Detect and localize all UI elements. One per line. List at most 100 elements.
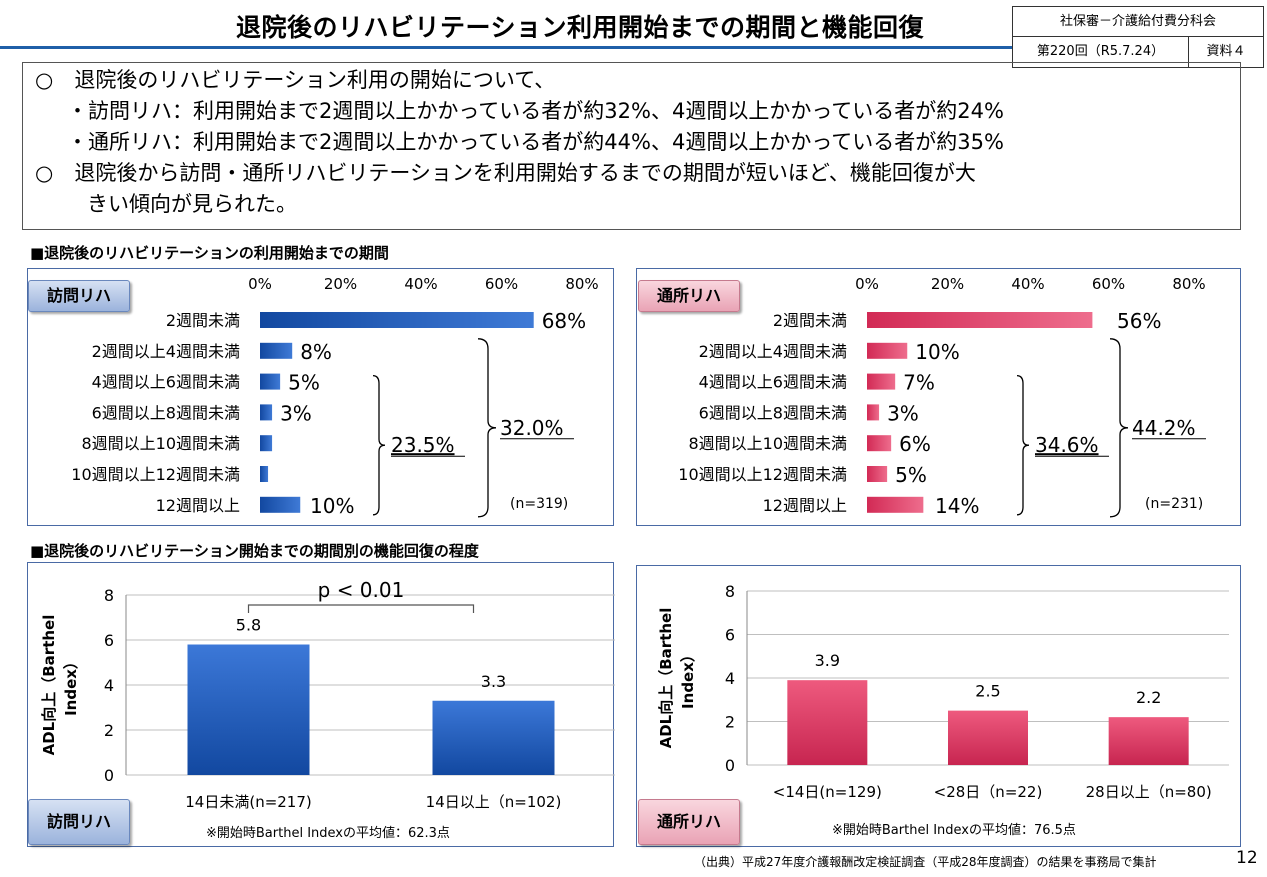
tag-home-visit: 訪問リハ xyxy=(28,280,130,312)
data-label: 2.5 xyxy=(975,682,1000,701)
day-care-period-chart: 0% 20% 40% 60% 80% 2週間未満 56% 2週間以上4週間未満 10% 4週間以上… xyxy=(678,275,1206,518)
y-category-label: 4週間以上6週間未満 xyxy=(92,373,240,392)
home-visit-recovery-chart: 0 2 4 6 8 5.8 14日未満(n=217) 3.3 14日以上（n=102) ADL向上… xyxy=(40,578,616,811)
y-category-label: 2週間以上4週間未満 xyxy=(92,342,240,361)
summary-box: ○ 退院後のリハビリテーション利用の開始について、 ・訪問リハ：利用開始まで2週… xyxy=(22,62,1241,230)
bracket-label: 32.0% xyxy=(500,416,564,440)
summary-line: ○ 退院後から訪問・通所リハビリテーションを利用開始するまでの期間が短いほど、機… xyxy=(35,161,976,185)
x-tick-label: 40% xyxy=(1011,275,1044,293)
data-label: 68% xyxy=(542,309,586,333)
y-category-label: 6週間以上8週間未満 xyxy=(92,403,240,422)
bar xyxy=(1108,717,1189,765)
section-heading-period: ■退院後のリハビリテーションの利用開始までの期間 xyxy=(30,244,389,262)
x-tick-label: 60% xyxy=(485,275,518,293)
data-label: 10% xyxy=(915,340,959,364)
data-label: 7% xyxy=(903,371,935,395)
home-visit-period-chart: 0% 20% 40% 60% 80% 2週間未満 68% 2週間以上4週間未満 8% 4週間以上6… xyxy=(71,275,598,518)
data-label: 5% xyxy=(895,463,927,487)
x-tick-label: 40% xyxy=(404,275,437,293)
x-tick-label: 60% xyxy=(1092,275,1125,293)
bracket xyxy=(1016,374,1030,516)
y-tick-label: 2 xyxy=(104,721,114,740)
bar xyxy=(187,644,310,775)
chart-panel-home-visit-recovery: 0 2 4 6 8 5.8 14日未満(n=217) 3.3 14日以上（n=102) ADL向上… xyxy=(27,562,616,847)
y-tick-label: 4 xyxy=(104,676,114,695)
y-tick-label: 4 xyxy=(725,669,735,688)
chart-panel-day-care-period: 0% 20% 40% 60% 80% 2週間未満 56% 2週間以上4週間未満 10% 4週間以上… xyxy=(636,268,1241,526)
bracket xyxy=(477,338,497,518)
x-tick-label: 20% xyxy=(931,275,964,293)
bar xyxy=(867,312,1093,328)
tag-day-care: 通所リハ xyxy=(638,799,740,845)
x-category-label: 28日以上（n=80) xyxy=(1086,783,1212,801)
baseline-note: ※開始時Barthel Indexの平均値：62.3点 xyxy=(206,826,450,841)
day-care-recovery-chart: 0 2 4 6 8 3.9 <14日(n=129) 2.5 <28日（n=22) 2.2 28日以上… xyxy=(657,582,1229,801)
meta-session: 第220回（R5.7.24） xyxy=(1013,37,1189,67)
y-tick-label: 6 xyxy=(104,631,114,650)
chart-panel-home-visit-period: 0% 20% 40% 60% 80% 2週間未満 68% 2週間以上4週間未満 8% 4週間以上6… xyxy=(27,268,614,526)
y-category-label: 10週間以上12週間未満 xyxy=(71,465,240,484)
summary-line: きい傾向が見られた。 xyxy=(87,192,297,216)
x-category-label: <28日（n=22) xyxy=(934,783,1043,801)
bracket-label: 23.5% xyxy=(391,433,455,457)
x-category-label: <14日(n=129) xyxy=(773,783,882,801)
y-axis-title: ADL向上（Barthel Index） xyxy=(40,615,80,756)
y-axis-title: ADL向上（Barthel Index） xyxy=(657,608,697,749)
summary-line: ○ 退院後のリハビリテーション利用の開始について、 xyxy=(35,68,556,92)
bar xyxy=(867,435,892,452)
data-label: 3.9 xyxy=(815,651,840,670)
y-tick-label: 0 xyxy=(104,766,114,785)
sample-size-label: (n=231) xyxy=(1145,496,1203,512)
y-category-label: 12週間以上 xyxy=(156,496,240,515)
bar xyxy=(260,404,273,421)
y-tick-label: 2 xyxy=(725,713,735,732)
data-label: 56% xyxy=(1117,309,1161,333)
data-label: 5.8 xyxy=(236,616,261,635)
source-note: （出典）平成27年度介護報酬改定検証調査（平成28年度調査）の結果を事務局で集計 xyxy=(694,855,1157,869)
x-category-label: 14日以上（n=102) xyxy=(426,793,562,811)
chart-panel-day-care-recovery: 0 2 4 6 8 3.9 <14日(n=129) 2.5 <28日（n=22) 2.2 28日以上… xyxy=(636,565,1241,847)
y-tick-label: 0 xyxy=(725,756,735,775)
page-number: 12 xyxy=(1236,848,1258,868)
tag-home-visit: 訪問リハ xyxy=(28,799,130,845)
tag-day-care: 通所リハ xyxy=(638,280,740,312)
bracket-label: 34.6% xyxy=(1035,433,1099,457)
sample-size-label: (n=319) xyxy=(510,496,568,512)
section-heading-recovery: ■退院後のリハビリテーション開始までの期間別の機能回復の程度 xyxy=(30,542,479,560)
data-label: 2.2 xyxy=(1136,688,1161,707)
data-label: 6% xyxy=(899,432,931,456)
bar xyxy=(260,312,534,328)
significance-label: p < 0.01 xyxy=(318,578,405,602)
y-category-label: 8週間以上10週間未満 xyxy=(81,434,240,453)
bar xyxy=(867,466,888,482)
data-label: 14% xyxy=(935,494,979,518)
data-label: 3% xyxy=(280,401,312,425)
bracket xyxy=(1109,338,1129,518)
bar xyxy=(260,435,273,452)
x-category-label: 14日未満(n=217) xyxy=(185,793,312,811)
x-tick-label: 80% xyxy=(1172,275,1205,293)
page-title: 退院後のリハビリテーション利用開始までの期間と機能回復 xyxy=(235,13,924,42)
summary-line: ・訪問リハ：利用開始まで2週間以上かかっている者が約32%、4週間以上かかってい… xyxy=(67,99,1004,123)
bracket xyxy=(372,374,386,516)
y-tick-label: 8 xyxy=(104,586,114,605)
y-category-label: 6週間以上8週間未満 xyxy=(699,403,847,422)
y-tick-label: 6 xyxy=(725,626,735,645)
baseline-note: ※開始時Barthel Indexの平均値：76.5点 xyxy=(832,823,1076,838)
bar xyxy=(260,373,281,390)
y-category-label: 12週間以上 xyxy=(763,496,847,515)
bar xyxy=(260,496,301,513)
bar xyxy=(432,700,555,775)
bar xyxy=(260,466,269,482)
data-label: 3% xyxy=(887,401,919,425)
summary-line: ・通所リハ：利用開始まで2週間以上かかっている者が約44%、4週間以上かかってい… xyxy=(67,130,1004,154)
bar xyxy=(867,342,908,359)
data-label: 3.3 xyxy=(481,672,506,691)
y-tick-label: 8 xyxy=(725,582,735,601)
meta-committee: 社保審－介護給付費分科会 xyxy=(1013,7,1263,37)
y-category-label: 4週間以上6週間未満 xyxy=(699,373,847,392)
significance-bracket xyxy=(247,604,475,613)
x-tick-label: 0% xyxy=(855,275,879,293)
x-tick-label: 20% xyxy=(324,275,357,293)
data-label: 8% xyxy=(300,340,332,364)
